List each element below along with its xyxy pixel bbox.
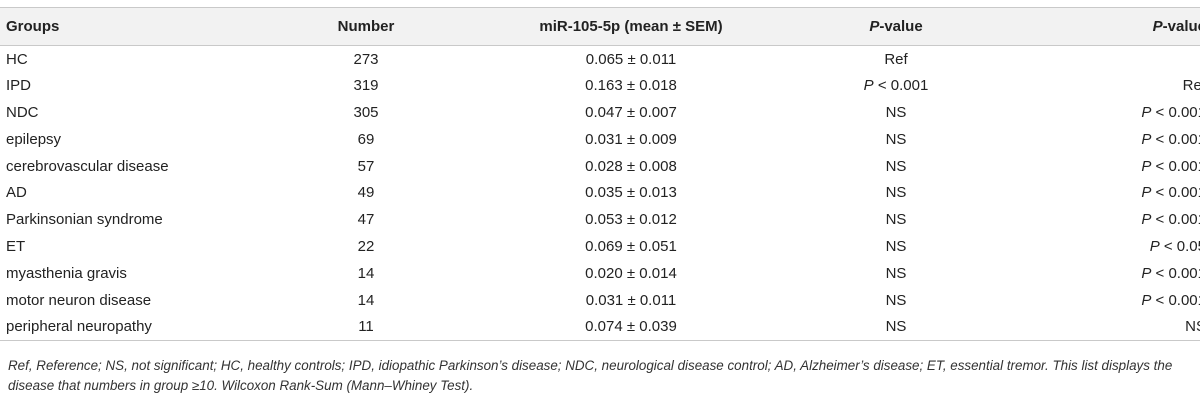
header-row: Groups Number miR-105-5p (mean ± SEM) P-…: [0, 7, 1200, 46]
cell-p-value-1: Ref: [884, 50, 908, 68]
cell-number: 49: [357, 184, 375, 202]
header-p-value-2-rest: -value: [1162, 18, 1200, 35]
header-groups: Groups: [0, 7, 251, 46]
cell-group: motor neuron disease: [6, 291, 152, 309]
p-symbol: P: [1141, 211, 1152, 229]
cell-p-value-1: NS: [885, 237, 907, 255]
table-row: AD 49 0.035 ± 0.013 NS P < 0.001: [0, 179, 1200, 206]
p-symbol: P: [1141, 184, 1152, 202]
cell-p-value-1: NS: [885, 291, 907, 309]
cell-p-value-2: Ref: [1182, 77, 1200, 95]
table-row: motor neuron disease 14 0.031 ± 0.011 NS P <…: [0, 287, 1200, 314]
cell-mir-105-5p: 0.069 ± 0.051: [585, 237, 677, 255]
p-symbol: P: [1141, 291, 1152, 309]
p-symbol: P: [863, 77, 874, 95]
table-footnote: Ref, Reference; NS, not significant; HC,…: [8, 358, 1173, 393]
cell-group: NDC: [6, 103, 39, 121]
cell-p-value-1: NS: [885, 264, 907, 282]
cell-p-value-1: NS: [885, 184, 907, 202]
cell-p-value-2: P < 0.001: [1141, 103, 1200, 121]
cell-mir-105-5p: 0.074 ± 0.039: [481, 313, 781, 341]
cell-mir-105-5p: 0.031 ± 0.009: [585, 130, 677, 148]
cell-p-value-2: P < 0.05: [1149, 237, 1200, 255]
cell-number: 47: [357, 211, 375, 229]
cell-group: HC: [6, 50, 28, 68]
p-symbol: P: [1141, 264, 1152, 282]
cell-number: 11: [251, 313, 481, 341]
cell-p-value-1: NS: [885, 211, 907, 229]
cell-group: myasthenia gravis: [6, 264, 127, 282]
cell-group: IPD: [6, 77, 32, 95]
p-symbol: P: [1141, 130, 1152, 148]
cell-p-value-1: P < 0.001: [863, 77, 929, 95]
cell-p-value-1: NS: [885, 157, 907, 175]
cell-number: 69: [357, 130, 375, 148]
cell-p-value-2: P < 0.001: [1141, 291, 1200, 309]
cell-mir-105-5p: 0.028 ± 0.008: [585, 157, 677, 175]
p-symbol: P: [1149, 237, 1160, 255]
cell-group: epilepsy: [6, 130, 62, 148]
table-row: HC 273 0.065 ± 0.011 Ref: [0, 46, 1200, 73]
cell-number: 22: [357, 237, 375, 255]
cell-mir-105-5p: 0.035 ± 0.013: [585, 184, 677, 202]
p-symbol: P: [1141, 157, 1152, 175]
cell-number: 14: [357, 264, 375, 282]
cell-number: 57: [357, 157, 375, 175]
table-row: NDC 305 0.047 ± 0.007 NS P < 0.001: [0, 99, 1200, 126]
cell-p-value-2: NS: [1011, 313, 1200, 341]
cell-p-value-1: NS: [885, 103, 907, 121]
header-p-value-1: P-value: [781, 7, 1011, 46]
cell-group: AD: [6, 184, 27, 202]
cell-p-value-2: [1011, 46, 1200, 73]
cell-number: 305: [353, 103, 379, 121]
cell-mir-105-5p: 0.020 ± 0.014: [585, 264, 677, 282]
cell-p-value-2: P < 0.001: [1141, 157, 1200, 175]
header-p-value-1-rest: -value: [879, 18, 923, 35]
header-p-value-2-italic: P: [1152, 18, 1163, 35]
cell-p-value-2: P < 0.001: [1141, 264, 1200, 282]
table-body: HC 273 0.065 ± 0.011 Ref IPD 319 0.163 ± 0.018…: [0, 46, 1200, 341]
cell-group: ET: [6, 237, 26, 255]
cell-group: Parkinsonian syndrome: [6, 211, 163, 229]
cell-mir-105-5p: 0.047 ± 0.007: [585, 103, 677, 121]
cell-p-value-2: P < 0.001: [1141, 130, 1200, 148]
table-row: epilepsy 69 0.031 ± 0.009 NS P < 0.001: [0, 126, 1200, 153]
cell-p-value-2: P < 0.001: [1141, 184, 1200, 202]
table-row: IPD 319 0.163 ± 0.018 P < 0.001 Ref: [0, 72, 1200, 99]
table-row: ET 22 0.069 ± 0.051 NS P < 0.05: [0, 233, 1200, 260]
header-p-value-1-italic: P: [869, 18, 880, 35]
header-number: Number: [251, 7, 481, 46]
header-mir-105-5p: miR-105-5p (mean ± SEM): [481, 7, 781, 46]
results-table: Groups Number miR-105-5p (mean ± SEM) P-…: [0, 7, 1200, 341]
header-p-value-2: P-value: [1011, 7, 1200, 46]
table-row: Parkinsonian syndrome 47 0.053 ± 0.012 NS P …: [0, 206, 1200, 233]
cell-mir-105-5p: 0.065 ± 0.011: [585, 50, 677, 68]
cell-mir-105-5p: 0.031 ± 0.011: [585, 291, 677, 309]
table-header: Groups Number miR-105-5p (mean ± SEM) P-…: [0, 7, 1200, 46]
p-symbol: P: [1141, 103, 1152, 121]
cell-number: 14: [357, 291, 375, 309]
cell-p-value-2: P < 0.001: [1141, 211, 1200, 229]
cell-p-value-1: NS: [781, 313, 1011, 341]
cell-group: cerebrovascular disease: [6, 157, 169, 175]
cell-group: peripheral neuropathy: [0, 313, 251, 341]
table-row: myasthenia gravis 14 0.020 ± 0.014 NS P < 0.…: [0, 260, 1200, 287]
cell-p-value-1: NS: [885, 130, 907, 148]
cell-number: 273: [353, 50, 379, 68]
table-row: cerebrovascular disease 57 0.028 ± 0.008 NS…: [0, 153, 1200, 180]
cell-mir-105-5p: 0.163 ± 0.018: [585, 77, 677, 95]
cell-number: 319: [353, 77, 379, 95]
cell-mir-105-5p: 0.053 ± 0.012: [585, 211, 677, 229]
